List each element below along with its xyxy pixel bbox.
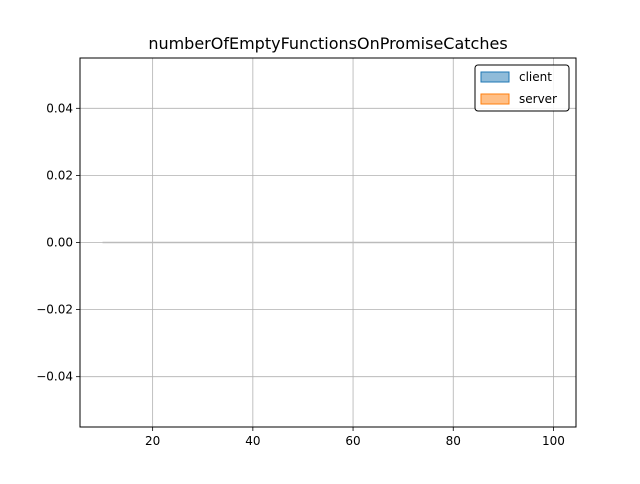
y-tick-label: 0.02 <box>46 168 73 182</box>
legend-label-client: client <box>519 70 552 84</box>
legend: client server <box>474 64 570 112</box>
x-tick-label: 60 <box>345 434 360 448</box>
x-tick-label: 100 <box>542 434 565 448</box>
legend-swatch-client <box>480 71 510 83</box>
chart-title: numberOfEmptyFunctionsOnPromiseCatches <box>148 34 507 53</box>
y-tick-label: 0.00 <box>46 236 73 250</box>
x-tick-label: 80 <box>446 434 461 448</box>
legend-label-server: server <box>519 92 557 106</box>
legend-swatch-server <box>480 93 510 105</box>
x-tick-label: 20 <box>145 434 160 448</box>
y-tick-label: −0.02 <box>36 303 73 317</box>
y-tick-label: 0.04 <box>46 101 73 115</box>
x-tick-label: 40 <box>245 434 260 448</box>
ticks: 20 40 60 80 100 −0.04 −0.02 0.00 0.02 0.04 <box>36 101 565 448</box>
y-tick-label: −0.04 <box>36 370 73 384</box>
